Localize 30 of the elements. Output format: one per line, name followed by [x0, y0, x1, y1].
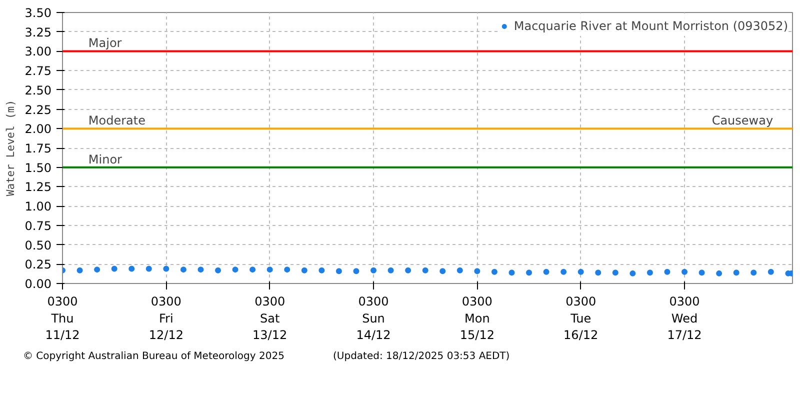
- legend-label: Macquarie River at Mount Morriston (093052): [514, 19, 788, 33]
- x-tick-label: 0300 Sun 14/12: [356, 294, 391, 342]
- y-tick-label: 1.50: [24, 160, 52, 175]
- x-tick-label: 0300 Thu 11/12: [45, 294, 80, 342]
- y-tick-label: 3.25: [24, 25, 52, 40]
- text: (Updated: 18/12/2025 03:53 AEDT): [333, 350, 511, 364]
- x-tick-label: 0300 Tue 16/12: [564, 294, 598, 342]
- annotation: Causeway: [712, 114, 774, 128]
- ref-line-label: Moderate: [88, 114, 146, 128]
- y-tick-label: 1.00: [24, 200, 52, 214]
- y-tick-label: 1.75: [24, 142, 52, 156]
- ref-line-label: Minor: [88, 152, 122, 166]
- y-tick-label: 3.50: [24, 6, 52, 20]
- x-tick-label: 0300 Sat 13/12: [252, 294, 288, 342]
- x-tick-label: 0300 Fri 12/12: [148, 294, 184, 342]
- y-tick-label: 0.75: [24, 218, 52, 233]
- y-tick-label: 2.00: [24, 122, 52, 136]
- x-tick-label: 0300 Wed 17/12: [667, 294, 702, 342]
- y-tick-label: 3.00: [24, 44, 52, 59]
- y-tick-label: 2.25: [24, 102, 52, 117]
- y-tick-label: 2.75: [24, 64, 52, 78]
- y-tick-label: 1.25: [24, 180, 52, 194]
- text: © Copyright Australian Bureau of Meteorology 2025: [23, 350, 286, 364]
- x-tick-label: 0300 Mon 15/12: [460, 294, 494, 342]
- y-axis-title: Water Level (m): [4, 100, 17, 196]
- ref-line-label: Major: [88, 36, 122, 50]
- y-tick-label: 0.25: [24, 258, 52, 272]
- y-tick-label: 0.00: [24, 277, 52, 291]
- y-tick-label: 2.50: [24, 83, 52, 98]
- y-tick-label: 0.50: [24, 238, 52, 252]
